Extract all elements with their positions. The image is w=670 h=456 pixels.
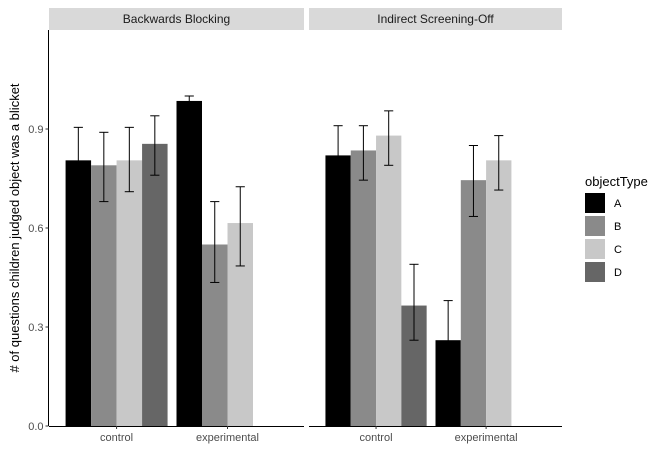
facet-title-1: Indirect Screening-Off [377, 12, 494, 26]
bar-0-0-C [116, 160, 143, 426]
y-axis-title: # of questions children judged object wa… [7, 83, 22, 372]
legend-key-A [585, 193, 605, 213]
legend-key-B [585, 216, 605, 236]
legend-label-A: A [614, 198, 622, 210]
legend-title: objectType [585, 174, 648, 189]
legend-key-C [585, 239, 605, 259]
bar-1-0-A [325, 155, 351, 426]
x-tick-label-1-0: control [360, 432, 393, 444]
legend-label-B: B [614, 221, 621, 233]
y-tick-label-2: 0.6 [28, 223, 43, 235]
facet-strip-1 [309, 8, 562, 30]
bar-1-1-B [460, 180, 487, 426]
bar-1-0-C [376, 135, 402, 426]
x-tick-label-0-1: experimental [196, 432, 259, 444]
legend-key-D [585, 262, 605, 282]
bar-1-1-C [486, 160, 512, 426]
bar-0-0-A [65, 160, 92, 426]
y-tick-label-0: 0.0 [28, 421, 43, 433]
bar-0-0-B [91, 165, 117, 427]
facet-title-0: Backwards Blocking [123, 12, 230, 26]
x-tick-label-0-0: control [100, 432, 133, 444]
y-tick-label-3: 0.9 [28, 124, 43, 136]
bar-1-0-B [350, 150, 377, 426]
legend-label-C: C [614, 244, 622, 256]
x-tick-label-1-1: experimental [455, 432, 518, 444]
y-tick-label-1: 0.3 [28, 322, 43, 334]
bar-0-1-A [176, 100, 202, 426]
legend-label-D: D [614, 267, 622, 279]
bar-0-0-D [142, 143, 168, 426]
facet-strip-0 [49, 8, 304, 30]
